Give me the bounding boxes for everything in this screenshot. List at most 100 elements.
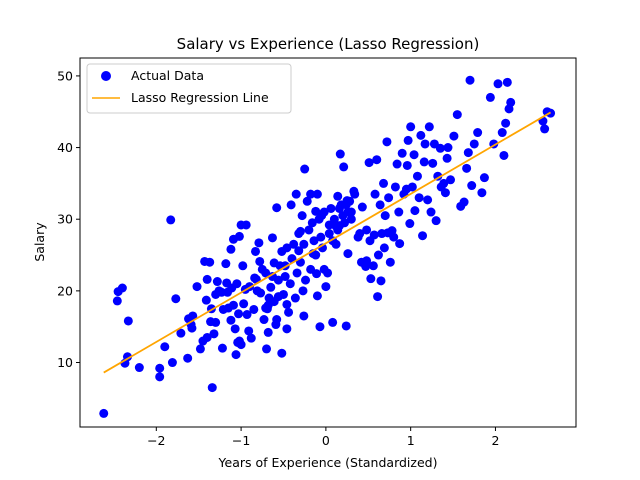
scatter-point <box>375 200 385 210</box>
scatter-point <box>302 196 312 206</box>
scatter-point <box>502 77 512 87</box>
scatter-point <box>394 207 404 217</box>
scatter-point <box>217 343 227 353</box>
scatter-point <box>410 206 420 216</box>
regression-line-group <box>103 111 552 374</box>
scatter-point <box>232 279 242 289</box>
scatter-point <box>280 272 290 282</box>
scatter-point <box>241 220 251 230</box>
scatter-point <box>452 110 462 120</box>
scatter-point <box>446 175 456 185</box>
scatter-point <box>309 236 319 246</box>
scatter-point <box>234 309 244 319</box>
scatter-point <box>282 243 292 253</box>
scatter-point <box>238 261 248 271</box>
scatter-point <box>262 304 272 314</box>
scatter-point <box>395 239 405 249</box>
scatter-point <box>324 229 334 239</box>
scatter-point <box>299 311 309 321</box>
scatter-point <box>249 304 259 314</box>
scatter-point <box>379 243 389 253</box>
scatter-point <box>294 229 304 239</box>
scatter-point <box>346 214 356 224</box>
scatter-point <box>477 188 487 198</box>
y-tick-label: 30 <box>57 212 73 227</box>
scatter-point <box>231 350 241 360</box>
scatter-point <box>414 193 424 203</box>
scatter-point <box>412 171 422 181</box>
scatter-point <box>214 286 224 296</box>
scatter-point <box>312 291 322 301</box>
scatter-point <box>406 122 416 132</box>
scatter-point <box>339 162 349 172</box>
y-tick-label: 40 <box>57 140 73 155</box>
scatter-point <box>343 207 353 217</box>
scatter-point <box>202 332 212 342</box>
scatter-point <box>431 216 441 226</box>
scatter-point <box>226 244 236 254</box>
scatter-point <box>167 358 177 368</box>
scatter-point <box>424 122 434 132</box>
scatter-point <box>312 189 322 199</box>
scatter-point <box>462 163 472 173</box>
scatter-point <box>465 75 475 85</box>
scatter-point <box>407 182 417 192</box>
scatter-point <box>473 128 483 138</box>
scatter-point <box>284 307 294 317</box>
scatter-point <box>443 143 453 153</box>
scatter-point <box>282 299 292 309</box>
scatter-point <box>300 164 310 174</box>
scatter-point <box>343 249 353 259</box>
scatter-point <box>316 232 326 242</box>
x-tick-label: −2 <box>147 433 165 448</box>
scatter-point <box>266 282 276 292</box>
scatter-point <box>273 275 283 285</box>
scatter-point <box>429 139 439 149</box>
scatter-point <box>357 202 367 212</box>
scatter-point <box>328 317 338 327</box>
legend-label-line: Lasso Regression Line <box>131 90 269 105</box>
scatter-point <box>230 324 240 334</box>
scatter-point <box>294 246 304 256</box>
scatter-point <box>340 218 350 228</box>
scatter-point <box>188 311 198 321</box>
scatter-point <box>373 292 383 302</box>
scatter-point <box>244 326 254 336</box>
scatter-point <box>392 159 402 169</box>
scatter-point <box>409 150 419 160</box>
scatter-point <box>382 137 392 147</box>
x-axis-ticks: −2 −1 0 1 2 <box>147 427 499 448</box>
x-tick-label: 2 <box>491 433 499 448</box>
scatter-point <box>134 363 144 373</box>
scatter-point <box>298 286 308 296</box>
scatter-point <box>321 282 331 292</box>
scatter-point <box>207 383 217 393</box>
scatter-point <box>306 264 316 274</box>
y-tick-label: 10 <box>57 355 73 370</box>
scatter-point <box>278 289 288 299</box>
scatter-point <box>251 246 261 256</box>
scatter-point <box>285 279 295 289</box>
scatter-point <box>442 153 452 163</box>
scatter-point <box>202 274 212 284</box>
scatter-point <box>291 189 301 199</box>
scatter-point <box>416 130 426 140</box>
scatter-point <box>211 317 221 327</box>
x-tick-label: −1 <box>232 433 250 448</box>
legend-label-points: Actual Data <box>131 68 204 83</box>
scatter-point <box>499 150 509 160</box>
scatter-point <box>436 182 446 192</box>
scatter-point <box>155 363 165 373</box>
scatter-point <box>319 207 329 217</box>
scatter-point <box>403 135 413 145</box>
scatter-point <box>160 342 170 352</box>
x-axis-label: Years of Experience (Standardized) <box>218 455 438 470</box>
scatter-point <box>171 294 181 304</box>
scatter-point <box>463 148 473 158</box>
scatter-point <box>355 229 365 239</box>
scatter-point <box>192 282 202 292</box>
scatter-point <box>315 322 325 332</box>
scatter-point <box>370 189 380 199</box>
scatter-point <box>479 173 489 183</box>
scatter-point <box>329 214 339 224</box>
